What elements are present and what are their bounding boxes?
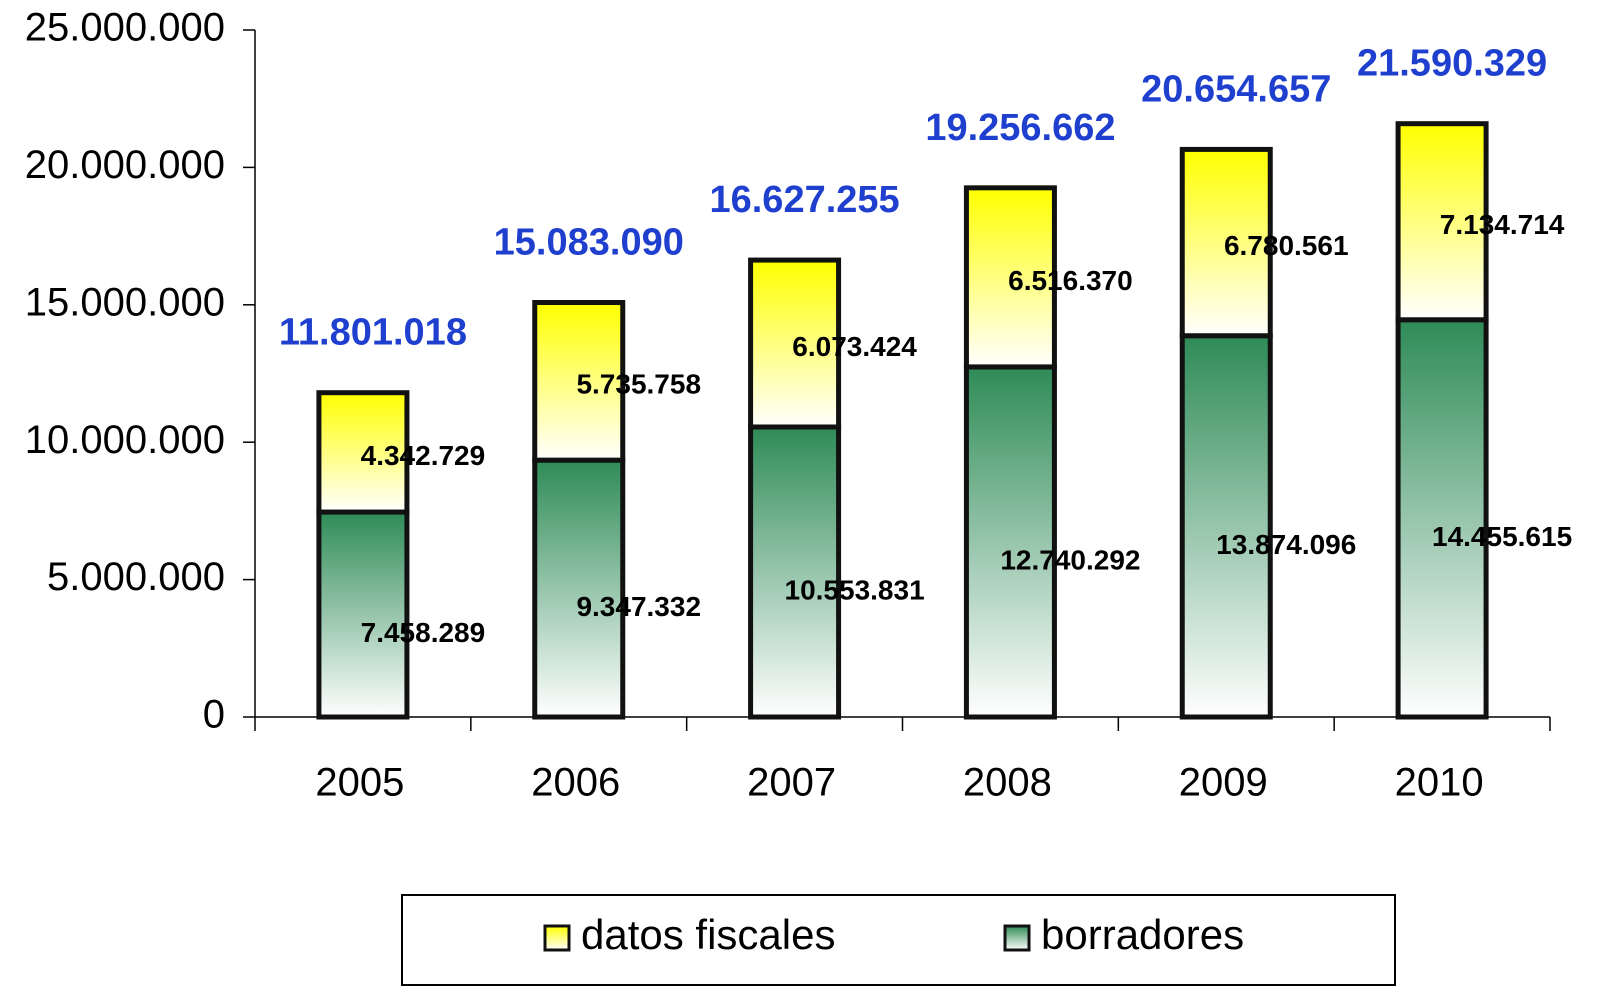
- segment-label: 5.735.758: [576, 369, 701, 400]
- bar-segment: [963, 185, 1057, 370]
- bar-segment: [532, 457, 626, 720]
- total-label: 20.654.657: [1141, 68, 1331, 110]
- legend-swatch: [1003, 924, 1031, 952]
- y-tick-label: 0: [203, 693, 225, 737]
- bar-segment: [963, 364, 1057, 720]
- total-label: 15.083.090: [494, 222, 684, 264]
- segment-label: 6.073.424: [792, 331, 917, 362]
- bar-segment: [316, 390, 410, 515]
- segment-label: 9.347.332: [576, 591, 701, 622]
- legend-label: datos fiscales: [581, 911, 835, 958]
- y-tick-label: 10.000.000: [25, 418, 225, 462]
- segment-label: 13.874.096: [1216, 529, 1356, 560]
- total-label: 21.590.329: [1357, 43, 1547, 85]
- total-label: 11.801.018: [279, 312, 467, 354]
- y-tick-label: 25.000.000: [25, 6, 225, 50]
- segment-label: 12.740.292: [1000, 544, 1140, 575]
- segment-label: 10.553.831: [785, 574, 925, 605]
- segment-label: 14.455.615: [1432, 521, 1572, 552]
- bar-segment: [532, 300, 626, 463]
- total-label: 16.627.255: [709, 179, 899, 221]
- segment-label: 6.516.370: [1008, 265, 1133, 296]
- bar-segment: [748, 424, 842, 720]
- bar-segment: [748, 257, 842, 430]
- x-tick-label: 2007: [747, 761, 836, 805]
- segment-label: 7.134.714: [1440, 209, 1565, 240]
- y-tick-label: 20.000.000: [25, 143, 225, 187]
- legend-swatch: [543, 924, 571, 952]
- bar-segment: [1395, 317, 1489, 720]
- x-tick-label: 2005: [315, 761, 404, 805]
- x-tick-label: 2006: [531, 761, 620, 805]
- bar-segment: [1179, 146, 1273, 339]
- x-tick-label: 2010: [1395, 761, 1484, 805]
- legend-label: borradores: [1041, 911, 1244, 958]
- bar-segment: [1179, 333, 1273, 720]
- y-tick-label: 15.000.000: [25, 280, 225, 324]
- segment-label: 6.780.561: [1224, 230, 1349, 261]
- bar-segment: [316, 509, 410, 720]
- x-tick-label: 2008: [963, 761, 1052, 805]
- segment-label: 4.342.729: [361, 440, 486, 471]
- x-tick-label: 2009: [1179, 761, 1268, 805]
- bar-segment: [1395, 121, 1489, 323]
- y-tick-label: 5.000.000: [47, 555, 225, 599]
- segment-label: 7.458.289: [361, 617, 486, 648]
- total-label: 19.256.662: [925, 107, 1115, 149]
